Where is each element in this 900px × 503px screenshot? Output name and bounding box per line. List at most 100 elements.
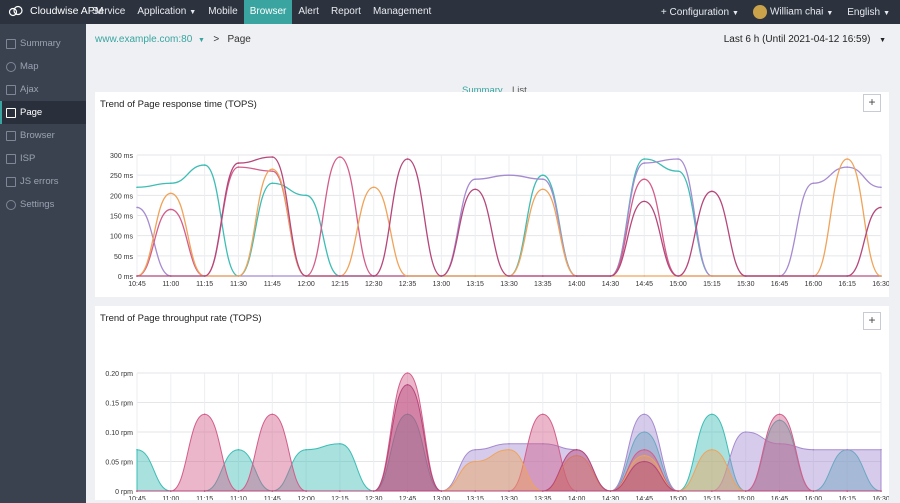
user-menu[interactable]: William chai ▼ bbox=[752, 5, 833, 19]
configuration-menu[interactable]: + Configuration ▼ bbox=[661, 7, 739, 18]
nav-item-management[interactable]: Management bbox=[367, 0, 437, 24]
data-point bbox=[271, 170, 274, 172]
data-point bbox=[643, 178, 646, 180]
x-tick-label: 11:00 bbox=[162, 496, 179, 500]
chart-title: Trend of Page throughput rate (TOPS) bbox=[100, 313, 262, 324]
data-point bbox=[237, 275, 240, 277]
data-point bbox=[677, 158, 679, 160]
data-point bbox=[542, 443, 544, 445]
sidebar: Summary Map Ajax Page Browser ISP JS errors Set… bbox=[0, 24, 86, 503]
data-point bbox=[170, 490, 172, 492]
data-point bbox=[508, 490, 510, 492]
data-point bbox=[778, 275, 781, 277]
sidebar-item-label: Page bbox=[20, 107, 43, 118]
sidebar-item-page[interactable]: Page bbox=[0, 101, 86, 124]
isp-icon bbox=[6, 153, 16, 164]
data-point bbox=[136, 206, 138, 209]
nav-item-browser[interactable]: Browser bbox=[243, 0, 293, 24]
data-point bbox=[372, 490, 375, 492]
nav-item-report[interactable]: Report bbox=[325, 0, 367, 24]
tab-list[interactable]: List bbox=[512, 85, 527, 96]
data-point bbox=[406, 372, 409, 374]
sidebar-item-summary[interactable]: Summary bbox=[0, 32, 86, 55]
data-point bbox=[542, 188, 544, 191]
data-point bbox=[677, 275, 679, 277]
data-point bbox=[880, 186, 882, 189]
x-tick-label: 10:45 bbox=[128, 281, 146, 288]
nav-item-label: Browser bbox=[249, 6, 287, 17]
data-point bbox=[474, 448, 476, 451]
data-point bbox=[609, 490, 612, 492]
data-point bbox=[237, 448, 240, 451]
data-point bbox=[508, 443, 510, 445]
add-button[interactable]: + bbox=[863, 312, 881, 330]
data-point bbox=[305, 448, 307, 451]
x-tick-label: 16:15 bbox=[838, 496, 856, 500]
x-tick-label: 16:45 bbox=[771, 281, 789, 288]
data-point bbox=[812, 275, 815, 277]
time-range-selector[interactable]: Last 6 h (Until 2021-04-12 16:59) ▼ bbox=[724, 34, 886, 45]
data-point bbox=[203, 490, 206, 492]
x-tick-label: 12:30 bbox=[365, 496, 383, 500]
x-tick-label: 13:30 bbox=[500, 281, 518, 288]
sidebar-item-settings[interactable]: Settings bbox=[0, 193, 86, 216]
data-point bbox=[542, 275, 544, 277]
app-name: Cloudwise APM bbox=[30, 5, 104, 17]
data-point bbox=[542, 490, 544, 492]
data-point bbox=[744, 431, 747, 433]
data-point bbox=[778, 443, 781, 445]
main-nav: Service Application ▼ Mobile Browser Alert Rep… bbox=[86, 0, 437, 24]
data-point bbox=[170, 182, 172, 185]
data-point bbox=[440, 275, 443, 277]
time-range-label: Last 6 h (Until 2021-04-12 16:59) bbox=[723, 34, 871, 45]
nav-item-service[interactable]: Service bbox=[86, 0, 131, 24]
add-button[interactable]: + bbox=[863, 94, 881, 112]
data-point bbox=[812, 182, 815, 185]
x-tick-label: 13:00 bbox=[433, 496, 451, 500]
data-point bbox=[339, 490, 341, 492]
data-point bbox=[372, 275, 375, 277]
data-point bbox=[575, 448, 578, 451]
data-point bbox=[846, 490, 848, 492]
data-point bbox=[812, 448, 815, 451]
data-point bbox=[508, 275, 510, 277]
data-point bbox=[643, 448, 646, 451]
globe-icon bbox=[6, 61, 16, 72]
y-tick-label: 300 ms bbox=[110, 153, 133, 160]
y-tick-label: 0 rpm bbox=[115, 489, 133, 496]
nav-item-alert[interactable]: Alert bbox=[292, 0, 325, 24]
nav-item-label: Mobile bbox=[208, 6, 238, 17]
sidebar-item-ajax[interactable]: Ajax bbox=[0, 78, 86, 101]
browser-icon bbox=[6, 130, 16, 141]
breadcrumb: www.example.com:80 ▼ > Page bbox=[95, 34, 251, 45]
sidebar-item-isp[interactable]: ISP bbox=[0, 147, 86, 170]
language-menu[interactable]: English ▼ bbox=[847, 7, 890, 18]
x-tick-label: 12:00 bbox=[297, 281, 315, 288]
sidebar-item-browser[interactable]: Browser bbox=[0, 124, 86, 147]
x-tick-label: 11:00 bbox=[162, 281, 179, 288]
x-tick-label: 11:45 bbox=[264, 496, 281, 500]
x-tick-label: 11:15 bbox=[196, 496, 213, 500]
data-point bbox=[880, 275, 882, 277]
data-point bbox=[643, 200, 646, 203]
host-selector[interactable]: www.example.com:80 ▼ bbox=[95, 34, 205, 45]
nav-item-mobile[interactable]: Mobile bbox=[202, 0, 243, 24]
sidebar-item-map[interactable]: Map bbox=[0, 55, 86, 78]
x-tick-label: 11:45 bbox=[264, 281, 281, 288]
avatar bbox=[752, 5, 767, 19]
sidebar-item-js-errors[interactable]: JS errors bbox=[0, 170, 86, 193]
y-tick-label: 200 ms bbox=[110, 193, 133, 200]
breadcrumb-page: Page bbox=[227, 34, 251, 45]
data-point bbox=[406, 413, 409, 416]
data-point bbox=[643, 431, 646, 433]
data-point bbox=[508, 448, 510, 451]
data-point bbox=[406, 275, 409, 277]
chevron-down-icon: ▼ bbox=[189, 9, 197, 16]
y-tick-label: 0.05 rpm bbox=[105, 460, 133, 467]
nav-item-application[interactable]: Application ▼ bbox=[131, 0, 202, 24]
cloud-icon bbox=[8, 5, 23, 17]
x-tick-label: 16:45 bbox=[771, 496, 789, 500]
data-point bbox=[271, 182, 274, 185]
app-logo[interactable]: Cloudwise APM bbox=[8, 5, 104, 17]
data-point bbox=[203, 164, 206, 166]
